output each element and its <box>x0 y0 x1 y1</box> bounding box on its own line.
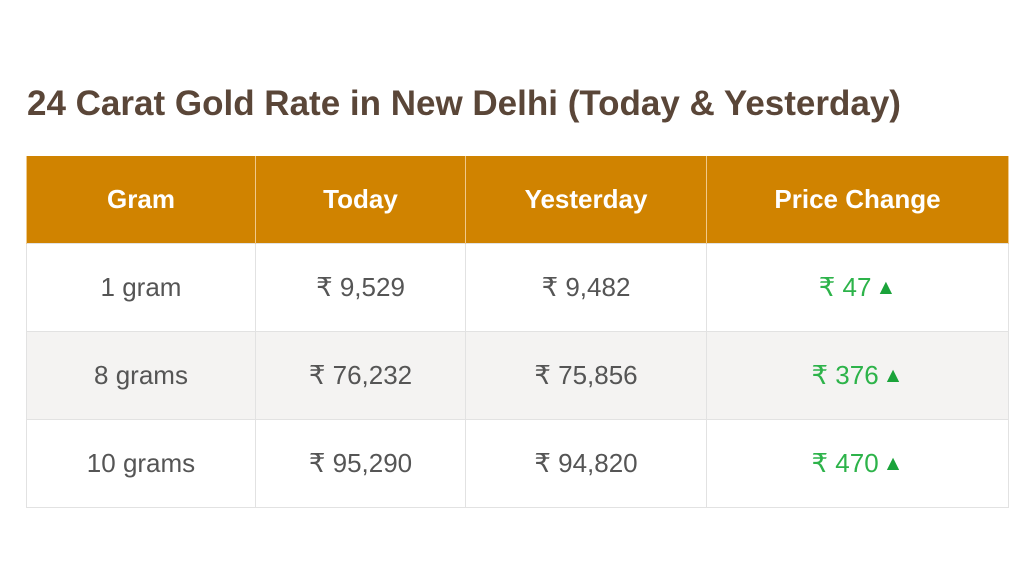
cell-today: ₹ 76,232 <box>255 331 466 420</box>
cell-price-change: ₹ 47 ▲ <box>706 243 1009 332</box>
page-title: 24 Carat Gold Rate in New Delhi (Today &… <box>27 84 901 123</box>
cell-gram: 10 grams <box>26 419 256 508</box>
cell-yesterday: ₹ 94,820 <box>465 419 707 508</box>
change-value: ₹ 376 <box>811 360 879 390</box>
up-arrow-icon: ▲ <box>882 364 904 387</box>
table-header-row: Gram Today Yesterday Price Change <box>26 156 1009 244</box>
cell-gram: 1 gram <box>26 243 256 332</box>
table-row: 10 grams ₹ 95,290 ₹ 94,820 ₹ 470 ▲ <box>26 419 1009 508</box>
column-header-yesterday: Yesterday <box>465 156 707 244</box>
cell-today: ₹ 9,529 <box>255 243 466 332</box>
cell-yesterday: ₹ 75,856 <box>465 331 707 420</box>
change-value: ₹ 470 <box>811 448 879 478</box>
cell-today: ₹ 95,290 <box>255 419 466 508</box>
table-row: 8 grams ₹ 76,232 ₹ 75,856 ₹ 376 ▲ <box>26 331 1009 420</box>
change-value: ₹ 47 <box>818 272 872 302</box>
up-arrow-icon: ▲ <box>875 276 897 299</box>
column-header-today: Today <box>255 156 466 244</box>
gold-rate-table: Gram Today Yesterday Price Change 1 gram… <box>26 156 1009 508</box>
cell-gram: 8 grams <box>26 331 256 420</box>
up-arrow-icon: ▲ <box>882 452 904 475</box>
table-row: 1 gram ₹ 9,529 ₹ 9,482 ₹ 47 ▲ <box>26 243 1009 332</box>
cell-yesterday: ₹ 9,482 <box>465 243 707 332</box>
column-header-price-change: Price Change <box>706 156 1009 244</box>
column-header-gram: Gram <box>26 156 256 244</box>
cell-price-change: ₹ 376 ▲ <box>706 331 1009 420</box>
cell-price-change: ₹ 470 ▲ <box>706 419 1009 508</box>
